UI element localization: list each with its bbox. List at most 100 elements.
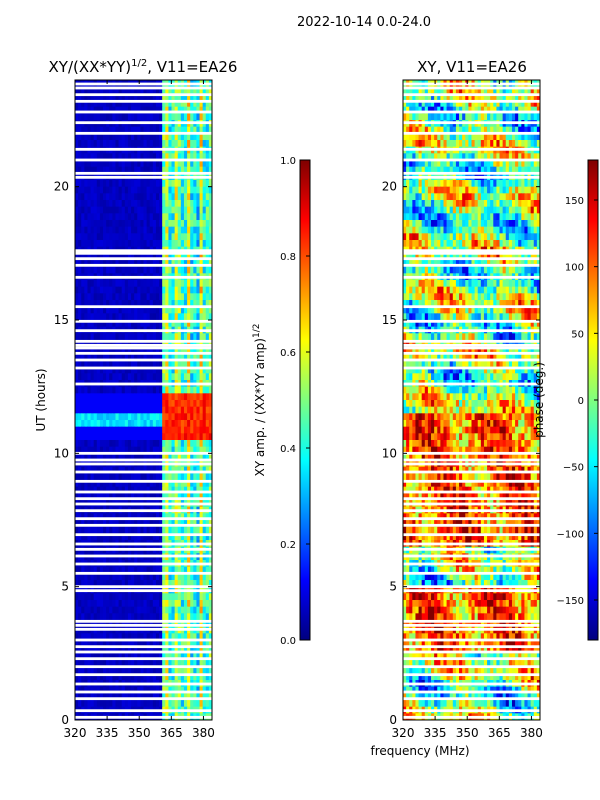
amplitude-cell — [127, 360, 132, 368]
amplitude-cell — [84, 620, 88, 628]
amplitude-cell — [146, 393, 151, 401]
amplitude-cell — [205, 293, 210, 301]
amplitude-cell — [87, 226, 92, 234]
amplitude-cell — [196, 480, 201, 488]
amplitude-cell — [115, 260, 120, 268]
phase-cell — [502, 153, 507, 161]
amplitude-cell — [208, 466, 213, 474]
amplitude-cell — [171, 293, 176, 301]
amplitude-cell — [196, 226, 201, 234]
amplitude-cell — [159, 693, 163, 701]
amplitude-cell — [75, 573, 79, 581]
amplitude-cell — [109, 260, 113, 268]
amplitude-cell — [177, 686, 182, 694]
amplitude-cell — [208, 700, 213, 708]
amplitude-cell — [183, 100, 188, 108]
amplitude-cell — [140, 220, 144, 228]
amplitude-cell — [152, 633, 157, 641]
amplitude-cell — [103, 486, 107, 494]
amplitude-cell — [177, 100, 182, 108]
amplitude-cell — [155, 253, 160, 261]
amplitude-cell — [174, 693, 179, 701]
amplitude-cell — [187, 126, 191, 134]
amplitude-cell — [115, 266, 120, 274]
amplitude-cell — [155, 393, 160, 401]
amplitude-cell — [149, 633, 154, 641]
phase-cell — [527, 93, 532, 101]
amplitude-cell — [187, 580, 191, 588]
phase-cell — [452, 86, 457, 94]
amplitude-cell — [131, 286, 135, 294]
amplitude-cell — [193, 566, 197, 574]
phase-cell — [536, 126, 541, 134]
amplitude-cell — [171, 126, 176, 134]
amplitude-cell — [93, 180, 98, 188]
amplitude-cell — [202, 466, 207, 474]
amplitude-cell — [81, 520, 85, 528]
amplitude-cell — [75, 440, 79, 448]
amplitude-cell — [196, 400, 201, 408]
amplitude-cell — [78, 666, 82, 674]
amplitude-cell — [106, 426, 110, 434]
amplitude-cell — [115, 386, 120, 394]
phase-cell — [487, 153, 491, 161]
phase-cell — [403, 126, 407, 134]
phase-cell — [480, 153, 485, 161]
amplitude-cell — [109, 700, 113, 708]
amplitude-cell — [155, 620, 160, 628]
amplitude-cell — [78, 220, 82, 228]
flagged-row — [75, 547, 212, 551]
amplitude-cell — [205, 180, 210, 188]
amplitude-cell — [155, 400, 160, 408]
amplitude-cell — [149, 453, 154, 461]
amplitude-cell — [146, 580, 151, 588]
amplitude-cell — [118, 333, 123, 341]
amplitude-cell — [146, 646, 151, 654]
amplitude-cell — [152, 106, 157, 114]
amplitude-cell — [187, 526, 191, 534]
phase-cell — [443, 106, 448, 114]
amplitude-cell — [103, 693, 107, 701]
amplitude-cell — [202, 213, 207, 221]
amplitude-cell — [143, 566, 148, 574]
amplitude-cell — [190, 373, 194, 381]
flagged-row — [75, 682, 212, 686]
phase-cell — [474, 180, 479, 188]
amplitude-cell — [96, 166, 101, 174]
amplitude-cell — [196, 413, 201, 421]
amplitude-cell — [87, 446, 92, 454]
amplitude-cell — [165, 86, 169, 94]
amplitude-cell — [78, 286, 82, 294]
phase-cell — [502, 86, 507, 94]
amplitude-cell — [81, 93, 85, 101]
amplitude-cell — [168, 360, 173, 368]
amplitude-cell — [137, 700, 141, 708]
amplitude-cell — [81, 613, 85, 621]
phase-cell — [440, 100, 444, 108]
amplitude-cell — [205, 666, 210, 674]
amplitude-cell — [171, 306, 176, 314]
amplitude-cell — [193, 633, 197, 641]
phase-cell — [446, 153, 451, 161]
amplitude-cell — [90, 520, 95, 528]
amplitude-cell — [93, 486, 98, 494]
amplitude-cell — [193, 486, 197, 494]
amplitude-cell — [143, 166, 148, 174]
phase-cell — [524, 106, 529, 114]
amplitude-cell — [159, 433, 163, 441]
amplitude-cell — [183, 153, 188, 161]
amplitude-cell — [205, 646, 210, 654]
amplitude-cell — [90, 566, 95, 574]
amplitude-cell — [137, 446, 141, 454]
phase-cell — [465, 166, 469, 174]
amplitude-cell — [137, 160, 141, 168]
amplitude-cell — [93, 606, 98, 614]
amplitude-cell — [118, 526, 123, 534]
amplitude-cell — [202, 233, 207, 241]
amplitude-cell — [87, 666, 92, 674]
amplitude-cell — [115, 580, 120, 588]
amplitude-cell — [137, 280, 141, 288]
amplitude-cell — [199, 660, 204, 668]
amplitude-cell — [115, 613, 120, 621]
amplitude-cell — [155, 100, 160, 108]
